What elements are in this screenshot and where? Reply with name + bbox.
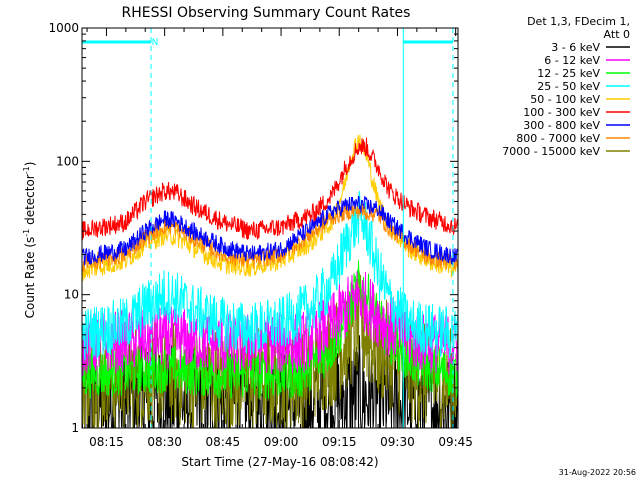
x-tick-label: 08:45 <box>206 435 241 449</box>
legend-entry-label: 300 - 800 keV <box>523 119 600 132</box>
series-line-6-12kev <box>81 271 459 376</box>
x-tick-label: 09:00 <box>264 435 299 449</box>
timestamp-label: 31-Aug-2022 20:56 <box>559 468 636 477</box>
legend-entry-label: 7000 - 15000 keV <box>502 145 600 158</box>
y-tick-label: 1 <box>71 421 79 435</box>
y-tick-label: 1000 <box>48 21 79 35</box>
series-line-300-800kev <box>81 195 459 266</box>
x-axis-label: Start Time (27-May-16 08:08:42) <box>181 455 378 469</box>
legend-entry-label: 800 - 7000 keV <box>516 132 600 145</box>
legend-entry-label: 100 - 300 keV <box>523 106 600 119</box>
legend-header-line: Det 1,3, FDecim 1, <box>527 15 630 28</box>
legend-entry-label: 12 - 25 keV <box>537 67 600 80</box>
y-axis-label: Count Rate (s-1 detector-1) <box>22 162 37 319</box>
y-tick-label: 10 <box>64 288 79 302</box>
series-line-25-50kev <box>81 191 459 361</box>
y-axis-label-part: ) <box>23 162 37 167</box>
legend-entry-label: 50 - 100 keV <box>530 93 600 106</box>
x-tick-label: 09:30 <box>380 435 415 449</box>
series-line-100-300kev <box>81 137 459 241</box>
y-axis-label-sup: -1 <box>22 229 31 237</box>
chart-title: RHESSI Observing Summary Count Rates <box>122 5 411 21</box>
legend-entry-label: 3 - 6 keV <box>551 41 600 54</box>
series-line-800-7000kev <box>81 202 459 273</box>
y-tick-label: 100 <box>56 154 79 168</box>
attenuator-n-label: N <box>152 38 159 48</box>
x-tick-label: 09:45 <box>438 435 473 449</box>
x-tick-label: 09:15 <box>322 435 357 449</box>
x-tick-label: 08:15 <box>89 435 124 449</box>
series-layer <box>81 134 459 429</box>
y-axis-label-part: detector <box>23 174 37 229</box>
y-axis-label-sup: -1 <box>22 166 31 174</box>
y-axis-label-part: Count Rate (s <box>23 237 37 319</box>
x-tick-label: 08:30 <box>147 435 182 449</box>
tick-layer: 08:15 08:30 08:45 09:00 09:15 09:30 09:45 1 10 10… <box>48 21 473 449</box>
legend-entry-label: 6 - 12 keV <box>544 54 600 67</box>
legend-header-line: Att 0 <box>604 28 630 41</box>
text-layer: RHESSI Observing Summary Count Rates Sta… <box>22 5 636 477</box>
legend-entry-label: 25 - 50 keV <box>537 80 600 93</box>
frame-layer <box>81 27 459 429</box>
series-line-12-25kev <box>81 260 459 401</box>
plot-frame <box>81 27 459 429</box>
